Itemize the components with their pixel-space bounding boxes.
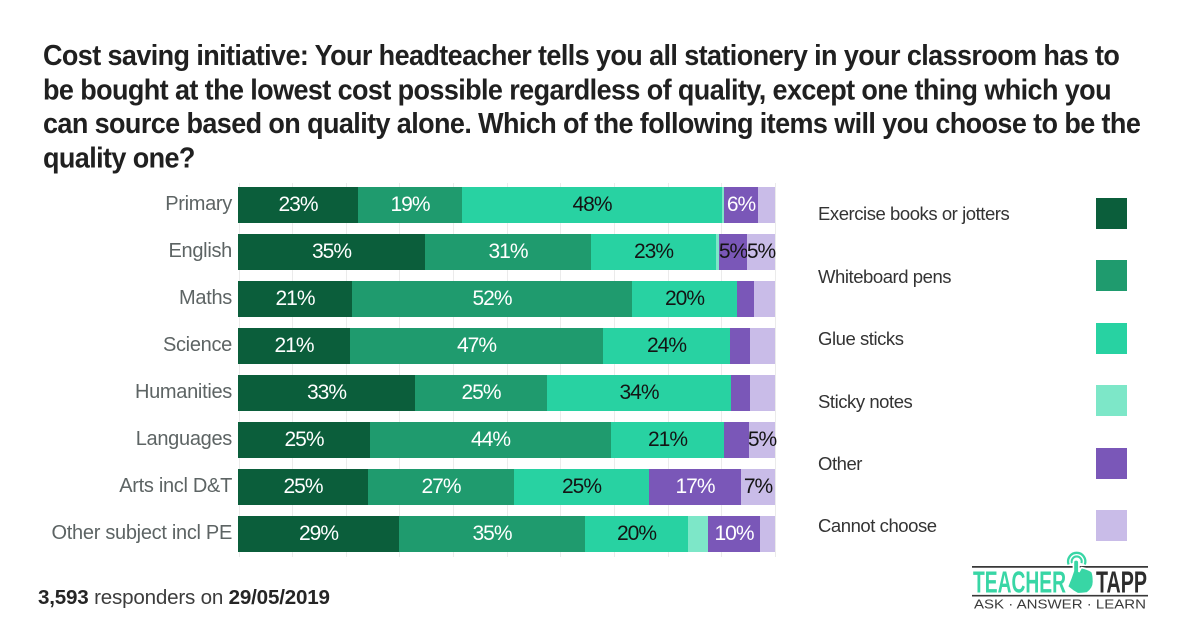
svg-text:TEACHER: TEACHER bbox=[973, 564, 1066, 599]
svg-text:TAPP: TAPP bbox=[1096, 564, 1147, 599]
svg-text:ASK · ANSWER · LEARN: ASK · ANSWER · LEARN bbox=[974, 596, 1146, 611]
